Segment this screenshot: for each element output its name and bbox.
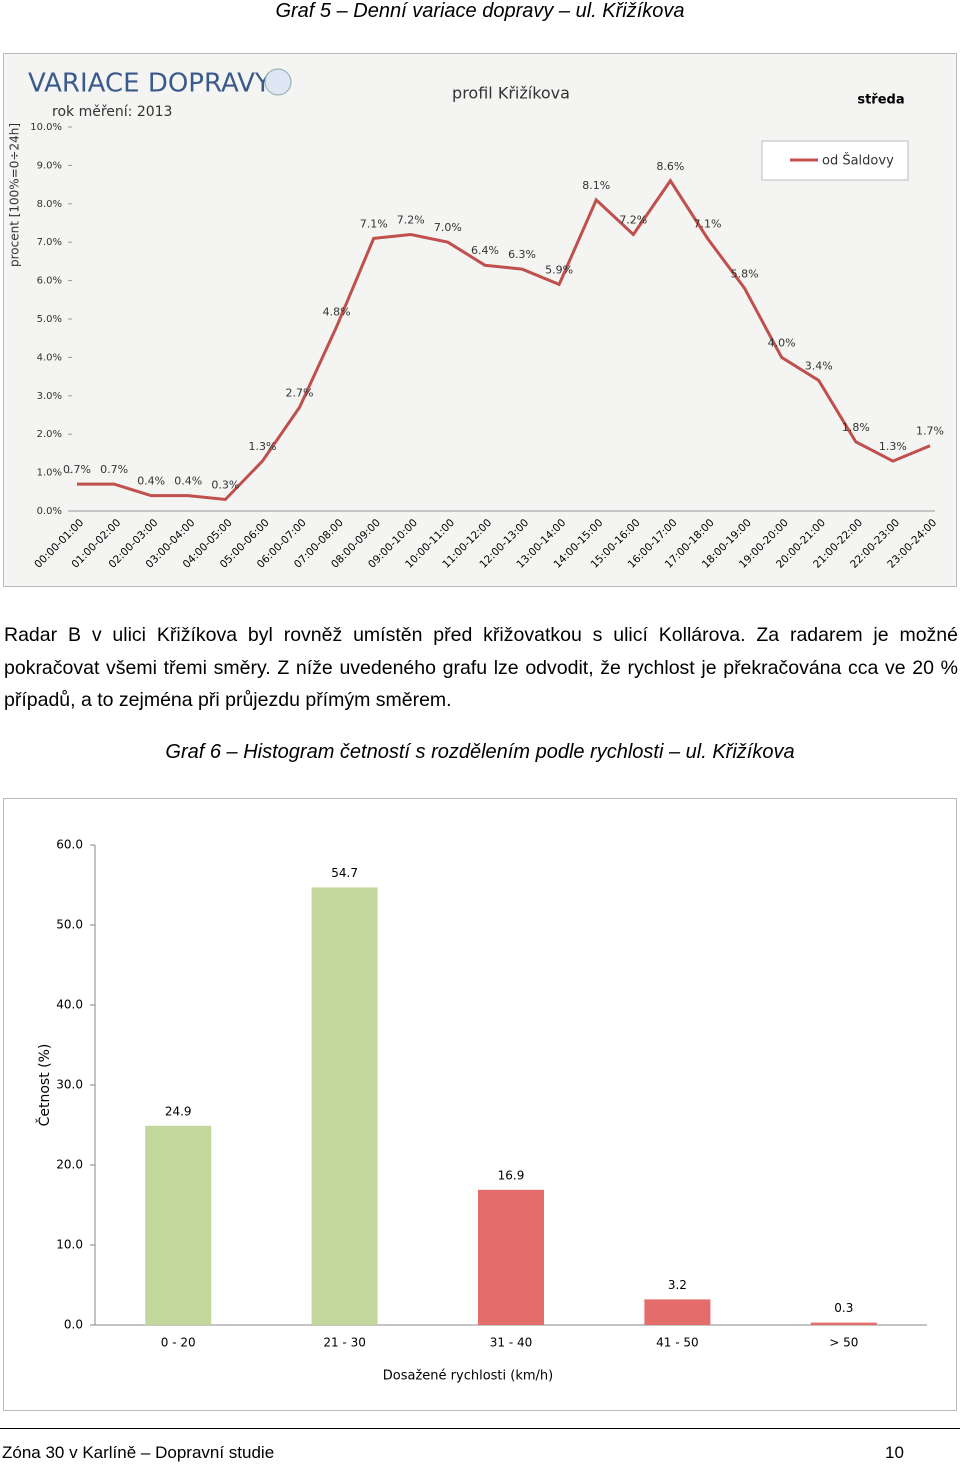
footer: Zóna 30 v Karlíně – Dopravní studie 10 — [0, 1428, 960, 1464]
legend — [761, 140, 909, 181]
data-label: 6.3% — [508, 248, 536, 261]
data-label: 8.6% — [656, 160, 684, 173]
x-tick-label: 41 - 50 — [656, 1336, 699, 1350]
data-label: 0.4% — [174, 475, 202, 488]
x-tick-label: 0 - 20 — [161, 1336, 196, 1350]
paragraph: Radar B v ulici Křižíkova byl rovněž umí… — [4, 624, 958, 711]
line — [77, 178, 931, 502]
caption: Graf 6 – Histogram četností s rozdělením… — [165, 741, 795, 763]
data-label: 7.1% — [360, 217, 388, 230]
y-tick-label: 4.0% — [37, 352, 62, 363]
chart-frame — [3, 53, 957, 587]
bar — [644, 1299, 711, 1325]
y-tick-label: 0.0 — [64, 1318, 83, 1332]
y-tick-label: 10.0% — [30, 122, 62, 133]
data-label: 1.3% — [879, 440, 907, 453]
y-tick-label: 60.0 — [56, 838, 83, 852]
data-label: 0.7% — [100, 463, 128, 476]
data-label: 4.8% — [323, 306, 351, 319]
data-label: 1.7% — [916, 425, 944, 438]
chart-subtitle: rok měření: 2013 — [52, 104, 172, 120]
chart-title: VARIACE DOPRAVY — [28, 69, 271, 99]
data-label: 7.1% — [694, 217, 722, 230]
data-label: 0.4% — [137, 475, 165, 488]
footer-text: Zóna 30 v Karlíně – Dopravní studie — [2, 1443, 275, 1462]
y-tick-label: 0.0% — [37, 506, 62, 517]
data-label: 0.3 — [834, 1301, 853, 1315]
y-tick-label: 8.0% — [37, 199, 62, 210]
data-label: 3.2 — [668, 1278, 687, 1292]
y-axis-label: procent [100%=0÷24h] — [8, 123, 22, 267]
data-label: 16.9 — [498, 1168, 525, 1182]
page-number: 10 — [885, 1443, 904, 1462]
y-tick-label: 6.0% — [37, 276, 62, 287]
legend-label: od Šaldovy — [822, 153, 894, 169]
data-label: 7.2% — [397, 214, 425, 227]
data-label: 5.8% — [731, 267, 759, 280]
x-axis-label: Dosažené rychlosti (km/h) — [383, 1369, 553, 1384]
y-tick-label: 3.0% — [37, 391, 62, 402]
logo — [264, 68, 292, 96]
profile-label: profil Křižíkova — [452, 84, 570, 103]
day-label: středa — [857, 93, 904, 108]
data-label: 6.4% — [471, 244, 499, 257]
y-tick-label: 5.0% — [37, 314, 62, 325]
y-tick-label: 20.0 — [56, 1158, 83, 1172]
chart: VARIACE DOPRAVY rok měření: 2013 profil … — [3, 53, 957, 587]
data-label: 2.7% — [286, 386, 314, 399]
y-axis-label: Četnost (%) — [35, 1044, 53, 1127]
data-label: 1.3% — [248, 440, 276, 453]
data-label: 5.9% — [545, 263, 573, 276]
data-label: 54.7 — [331, 866, 358, 880]
data-label: 7.2% — [619, 214, 647, 227]
data-label: 3.4% — [805, 359, 833, 372]
y-tick-label: 7.0% — [37, 237, 62, 248]
y-tick-label: 10.0 — [56, 1238, 83, 1252]
bar — [478, 1189, 544, 1325]
data-label: 0.7% — [63, 463, 91, 476]
y-tick-label: 30.0 — [56, 1078, 83, 1092]
data-label: 24.9 — [165, 1104, 192, 1118]
data-label: 7.0% — [434, 221, 462, 234]
bar — [810, 1322, 877, 1325]
data-label: 1.8% — [842, 421, 870, 434]
data-label: 8.1% — [582, 179, 610, 192]
data-label: 4.0% — [768, 336, 796, 349]
y-tick-label: 9.0% — [37, 160, 62, 171]
y-tick-label: 2.0% — [37, 429, 62, 440]
y-tick-label: 50.0 — [56, 918, 83, 932]
bar — [145, 1125, 212, 1325]
x-tick-label: > 50 — [829, 1336, 858, 1350]
y-tick-label: 40.0 — [56, 998, 83, 1012]
x-tick-label: 21 - 30 — [323, 1336, 366, 1350]
data-label: 0.3% — [211, 478, 239, 491]
chart: Dosažené rychlosti (km/h) Četnost (%) 0.… — [3, 798, 957, 1411]
x-tick-label: 31 - 40 — [490, 1336, 533, 1350]
y-tick-label: 1.0% — [37, 468, 62, 479]
caption: Graf 5 – Denní variace dopravy – ul. Kři… — [275, 0, 685, 22]
bar — [311, 887, 378, 1325]
